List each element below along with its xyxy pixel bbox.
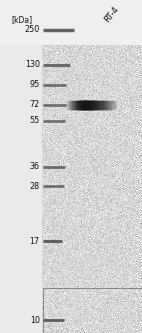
Text: [kDa]: [kDa] xyxy=(11,15,33,24)
Text: 36: 36 xyxy=(30,162,40,171)
Text: 72: 72 xyxy=(30,100,40,110)
Text: RT-4: RT-4 xyxy=(102,5,120,25)
Text: 17: 17 xyxy=(30,236,40,246)
Text: 95: 95 xyxy=(30,80,40,90)
Text: 28: 28 xyxy=(30,182,40,191)
Bar xyxy=(43,288,142,333)
Text: 55: 55 xyxy=(30,116,40,126)
Text: 10: 10 xyxy=(30,316,40,325)
Text: 130: 130 xyxy=(25,60,40,70)
Text: 250: 250 xyxy=(25,25,40,35)
